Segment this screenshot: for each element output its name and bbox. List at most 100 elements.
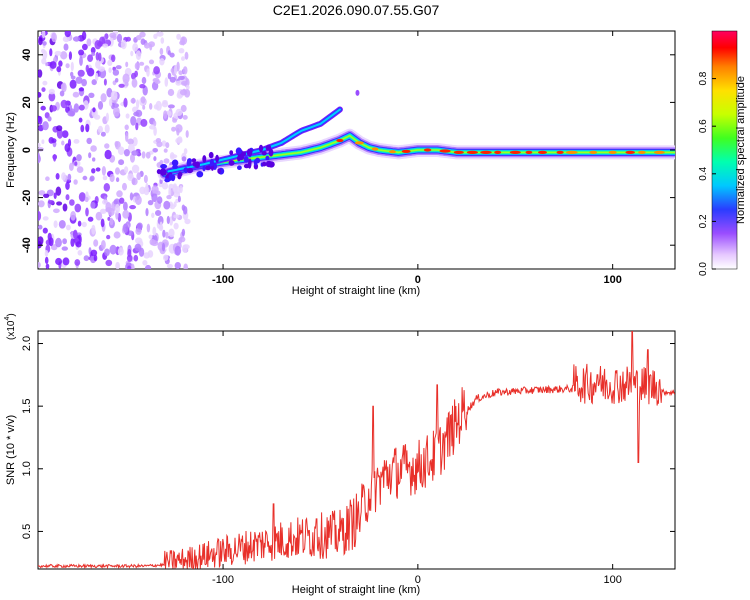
spectrogram-axes: -100 0 100 -40 -20 0 20 40 xyxy=(21,31,675,286)
noise-speckle xyxy=(102,175,108,181)
colorbar-gradient xyxy=(711,30,738,270)
ridge-scatter xyxy=(171,159,179,167)
ridge-peak xyxy=(371,147,379,151)
noise-speckle xyxy=(113,231,121,239)
noise-speckle xyxy=(126,254,133,262)
noise-speckle xyxy=(72,229,78,239)
noise-speckle xyxy=(60,83,66,91)
noise-speckle xyxy=(86,38,92,47)
snr-marks xyxy=(38,331,675,569)
noise-speckle xyxy=(133,111,140,117)
noise-speckle xyxy=(182,244,188,253)
noise-speckle xyxy=(147,250,154,258)
colorbar-tick-label: 0.4 xyxy=(698,166,709,180)
noise-speckle xyxy=(97,125,103,133)
noise-speckle xyxy=(51,138,57,143)
noise-speckle xyxy=(131,72,136,80)
colorbar-tick-label: 0.2 xyxy=(698,214,709,228)
noise-speckle xyxy=(65,194,70,201)
ridge-peak xyxy=(423,148,432,152)
snr-multiplier-exp: 4 xyxy=(4,317,11,321)
noise-speckle xyxy=(90,145,97,152)
ridge-scatter xyxy=(229,150,234,156)
noise-speckle xyxy=(45,263,50,269)
noise-speckle xyxy=(42,80,48,86)
noise-speckle xyxy=(142,105,146,110)
noise-speckle xyxy=(61,246,68,251)
spectrogram-xlabel: Height of straight line (km) xyxy=(292,285,420,297)
ridge-peak xyxy=(589,150,598,154)
noise-speckle xyxy=(114,141,119,147)
noise-speckle xyxy=(115,167,120,175)
noise-speckle xyxy=(67,173,72,181)
noise-speckle xyxy=(130,153,135,163)
noise-speckle xyxy=(185,130,189,138)
snr-ytick-label: 0.5 xyxy=(21,524,33,539)
noise-speckle xyxy=(173,222,179,230)
noise-speckle xyxy=(91,168,96,174)
noise-speckle xyxy=(95,72,99,82)
noise-speckle xyxy=(151,185,159,194)
noise-speckle xyxy=(45,62,49,67)
noise-speckle xyxy=(140,118,148,127)
noise-speckle xyxy=(105,112,109,123)
noise-speckle xyxy=(120,39,127,50)
noise-speckle xyxy=(135,50,142,61)
noise-speckle xyxy=(168,228,175,238)
noise-speckle xyxy=(38,236,44,245)
ridge-scatter xyxy=(258,144,264,153)
ridge-scatter xyxy=(208,151,214,159)
noise-speckle xyxy=(176,33,182,40)
noise-speckle xyxy=(107,59,113,66)
noise-speckle xyxy=(123,223,129,234)
noise-speckle xyxy=(181,56,185,61)
noise-speckle xyxy=(115,203,120,214)
noise-speckle xyxy=(154,80,161,84)
noise-speckle xyxy=(48,237,54,247)
noise-speckle xyxy=(153,66,161,75)
noise-speckle xyxy=(60,51,68,60)
noise-speckle xyxy=(95,51,100,61)
noise-speckle xyxy=(180,80,188,86)
ridge-peak xyxy=(625,150,635,154)
noise-speckle xyxy=(172,185,178,193)
noise-speckle xyxy=(100,93,107,103)
noise-speckle xyxy=(124,166,129,174)
noise-speckle xyxy=(145,182,149,192)
noise-speckle xyxy=(108,98,113,107)
noise-speckle xyxy=(175,108,183,116)
noise-speckle xyxy=(146,68,150,77)
noise-speckle xyxy=(56,201,63,206)
noise-speckle xyxy=(163,200,171,210)
spectrogram-xtick-label: 100 xyxy=(603,274,621,286)
noise-speckle xyxy=(151,212,155,218)
noise-speckle xyxy=(135,35,142,41)
snr-multiplier: (x104) xyxy=(4,313,17,340)
noise-speckle xyxy=(134,62,140,70)
noise-speckle xyxy=(156,31,164,37)
noise-speckle xyxy=(166,263,173,269)
noise-speckle xyxy=(115,65,122,70)
noise-speckle xyxy=(131,164,140,174)
noise-speckle xyxy=(161,101,169,108)
noise-speckle xyxy=(55,237,62,248)
ridge-peak xyxy=(509,150,521,154)
noise-speckle xyxy=(104,149,112,160)
noise-speckle xyxy=(72,91,80,98)
noise-speckle xyxy=(94,40,102,50)
noise-speckle xyxy=(139,84,146,89)
ridge-scatter xyxy=(162,171,167,176)
noise-speckle xyxy=(145,151,151,159)
noise-speckle xyxy=(90,249,98,257)
noise-speckle xyxy=(88,92,95,99)
ridge-peak xyxy=(525,150,533,154)
noise-speckle xyxy=(142,260,148,266)
noise-speckle xyxy=(130,263,135,269)
noise-speckle xyxy=(38,200,45,208)
ridge-scatter xyxy=(204,165,212,171)
noise-speckle xyxy=(168,187,172,197)
spectrogram-ytick-label: 20 xyxy=(21,96,33,108)
noise-speckle xyxy=(41,139,45,144)
noise-speckle xyxy=(49,48,53,57)
noise-speckle xyxy=(100,131,106,137)
